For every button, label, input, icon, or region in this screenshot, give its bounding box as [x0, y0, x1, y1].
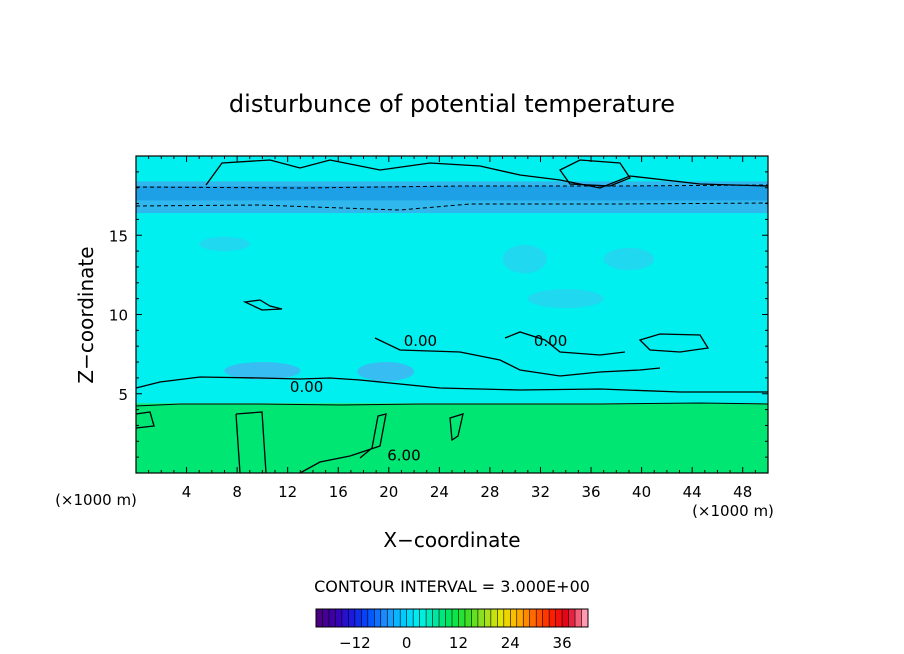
contour-line — [449, 413, 464, 442]
colorbar-segment — [503, 609, 511, 627]
colorbar-segment — [387, 609, 395, 627]
contour-label: 0.00 — [290, 378, 323, 396]
colorbar-segment — [581, 609, 589, 627]
colorbar: −12 0 12 24 36 — [315, 608, 589, 652]
colorbar-segment — [536, 609, 544, 627]
x-tick-label: 48 — [733, 483, 752, 501]
colorbar-tick-label: 0 — [402, 634, 412, 652]
colorbar-segment — [400, 609, 408, 627]
colorbar-segment — [549, 609, 557, 627]
contour-line — [135, 402, 769, 407]
y-tick-label: 10 — [109, 307, 128, 325]
colorbar-segment — [542, 609, 550, 627]
colorbar-segment — [471, 609, 479, 627]
colorbar-segment — [445, 609, 453, 627]
chart-title: disturbunce of potential temperature — [229, 90, 675, 118]
field-upper-core — [136, 186, 768, 201]
contour-line — [504, 331, 626, 356]
colorbar-tick-label: 24 — [501, 634, 520, 652]
colorbar-segment — [523, 609, 531, 627]
colorbar-segment — [529, 609, 537, 627]
colorbar-segment — [490, 609, 498, 627]
x-tick-label: 24 — [430, 483, 449, 501]
colorbar-segment — [516, 609, 524, 627]
colorbar-segment — [484, 609, 492, 627]
contour-line — [135, 376, 768, 393]
colorbar-segment — [452, 609, 459, 627]
y-tick-label: 15 — [109, 227, 128, 245]
contour-line — [135, 411, 155, 429]
x-tick-label: 36 — [581, 483, 600, 501]
colorbar-segment — [380, 609, 388, 627]
contour-line — [235, 411, 267, 474]
colorbar-segment — [439, 609, 447, 627]
colorbar-segment — [374, 609, 382, 627]
x-tick-label: 12 — [278, 483, 297, 501]
field-patch-5 — [199, 236, 250, 252]
contour-line — [235, 413, 241, 474]
colorbar-segment — [406, 609, 414, 627]
colorbar-segment — [354, 609, 362, 627]
colorbar-segment — [568, 609, 576, 627]
colorbar-tick-label: −12 — [339, 634, 371, 652]
x-unit-right: (×1000 m) — [692, 502, 774, 520]
x-tick-label: 4 — [182, 483, 192, 501]
x-tick-label: 44 — [683, 483, 702, 501]
colorbar-segment — [413, 609, 421, 627]
y-axis-label: Z−coordinate — [74, 246, 98, 383]
colorbar-segment — [367, 609, 375, 627]
colorbar-segment — [316, 609, 323, 627]
colorbar-segment — [348, 609, 356, 627]
contour-line — [242, 299, 283, 311]
colorbar-segment — [426, 609, 434, 627]
field-patch-2 — [527, 289, 604, 309]
colorbar-segment — [555, 609, 563, 627]
colorbar-segment — [575, 609, 583, 627]
colorbar-segment — [432, 609, 440, 627]
field-patch-4 — [603, 247, 655, 271]
x-axis: 4 8 12 16 20 24 28 32 36 40 44 48 — [148, 156, 756, 501]
x-tick-label: 28 — [480, 483, 499, 501]
contour-interval: CONTOUR INTERVAL = 3.000E+00 — [314, 577, 590, 596]
colorbar-segment — [562, 609, 570, 627]
field-patch-3 — [502, 244, 547, 274]
contour-line — [205, 159, 769, 189]
x-unit-left: (×1000 m) — [55, 491, 137, 509]
colorbar-segment — [510, 609, 518, 627]
x-tick-label: 20 — [379, 483, 398, 501]
colorbar-segment — [328, 609, 336, 627]
contour-line — [299, 413, 387, 474]
colorbar-tick-label: 36 — [553, 634, 572, 652]
y-axis: 5 10 15 — [109, 171, 768, 458]
y-tick-label: 5 — [118, 386, 128, 404]
contour-label: 6.00 — [387, 446, 420, 464]
field-patch-0 — [224, 362, 301, 380]
colorbar-segment — [477, 609, 485, 627]
colorbar-segment — [419, 609, 427, 627]
contour-line — [135, 184, 769, 189]
contour-line — [559, 159, 631, 187]
contour-line — [638, 333, 710, 353]
colorbar-segment — [464, 609, 472, 627]
colorbar-segment — [322, 609, 330, 627]
contour-label: 0.00 — [534, 332, 567, 350]
x-tick-label: 16 — [329, 483, 348, 501]
colorbar-frame — [315, 608, 589, 628]
colorbar-segment — [497, 609, 505, 627]
field-patch-1 — [357, 362, 415, 382]
colorbar-segment — [335, 609, 343, 627]
x-axis-label: X−coordinate — [383, 528, 520, 552]
plot-area: 0.00 0.00 0.00 6.00 — [135, 155, 769, 474]
colorbar-tick-label: 12 — [449, 634, 468, 652]
colorbar-segment — [341, 609, 349, 627]
x-tick-label: 40 — [632, 483, 651, 501]
x-tick-label: 32 — [531, 483, 550, 501]
colorbar-segment — [361, 609, 369, 627]
x-tick-label: 8 — [232, 483, 242, 501]
colorbar-segment — [393, 609, 401, 627]
colorbar-segment — [458, 609, 466, 627]
contour-line — [374, 337, 661, 377]
contour-label: 0.00 — [404, 332, 437, 350]
